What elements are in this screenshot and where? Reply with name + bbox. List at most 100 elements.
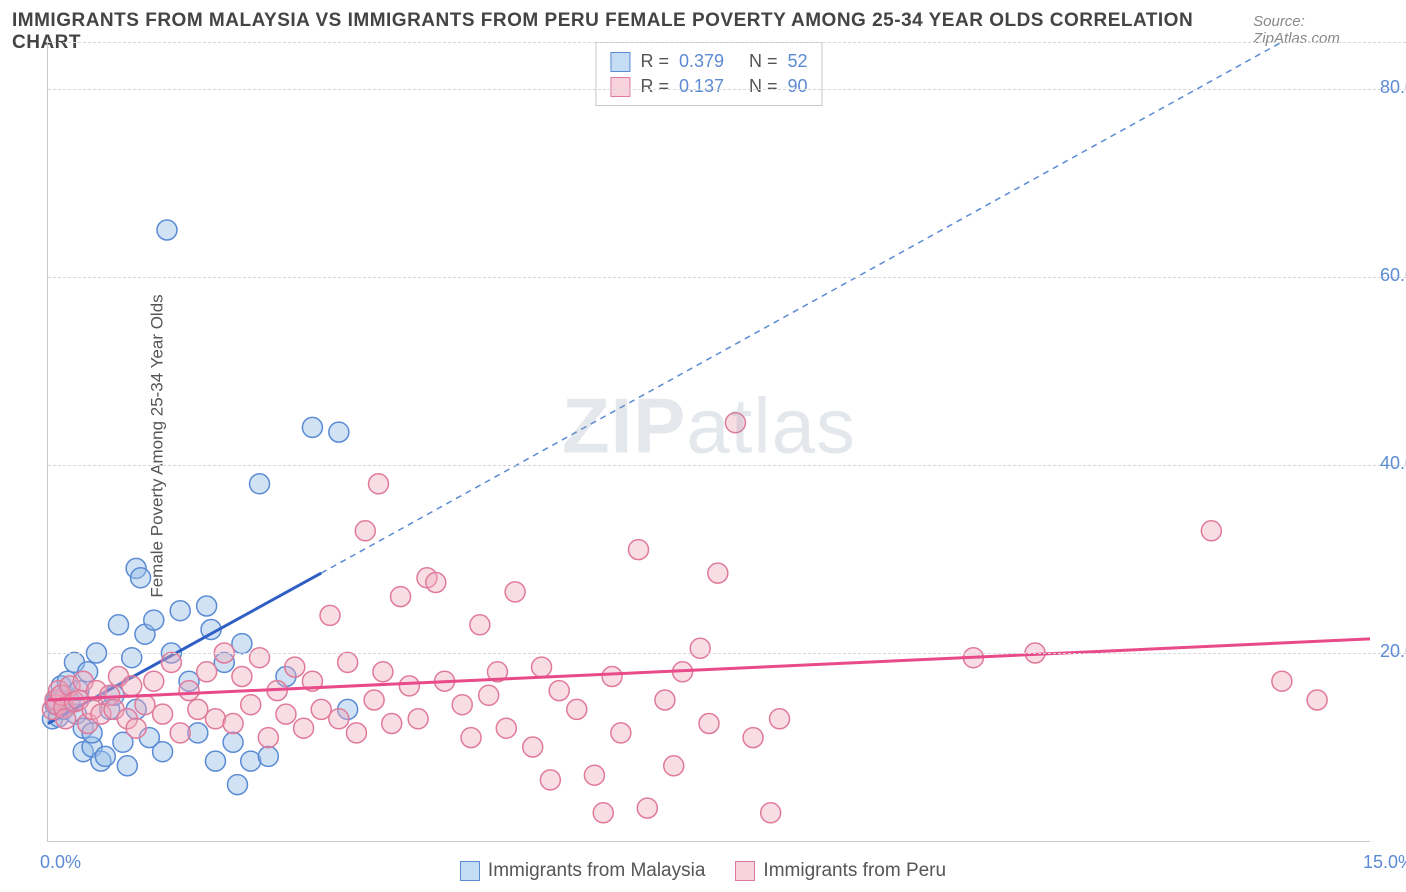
data-point-malaysia [95, 746, 115, 766]
data-point-peru [470, 615, 490, 635]
data-point-peru [364, 690, 384, 710]
data-point-peru [690, 638, 710, 658]
data-point-peru [725, 413, 745, 433]
y-tick-label: 40.0% [1380, 453, 1406, 474]
n-value-peru: 90 [788, 76, 808, 97]
data-point-peru [144, 671, 164, 691]
data-point-peru [593, 803, 613, 823]
data-point-peru [461, 728, 481, 748]
stats-row-peru: R = 0.137 N = 90 [610, 74, 807, 99]
data-point-peru [496, 718, 516, 738]
data-point-peru [294, 718, 314, 738]
data-point-peru [532, 657, 552, 677]
data-point-peru [126, 718, 146, 738]
data-point-peru [258, 728, 278, 748]
data-point-peru [549, 681, 569, 701]
swatch-malaysia-icon [610, 52, 630, 72]
data-point-peru [479, 685, 499, 705]
swatch-peru-icon [610, 77, 630, 97]
n-label: N = [749, 76, 778, 97]
legend-swatch-malaysia-icon [460, 861, 480, 881]
n-value-malaysia: 52 [788, 51, 808, 72]
data-point-peru [602, 667, 622, 687]
data-point-peru [567, 699, 587, 719]
gridline [48, 277, 1406, 278]
data-point-peru [708, 563, 728, 583]
data-point-malaysia [329, 422, 349, 442]
gridline [48, 465, 1406, 466]
data-point-peru [382, 714, 402, 734]
data-point-peru [743, 728, 763, 748]
n-label: N = [749, 51, 778, 72]
bottom-legend: Immigrants from Malaysia Immigrants from… [0, 860, 1406, 882]
gridline [48, 42, 1406, 43]
y-tick-label: 60.0% [1380, 265, 1406, 286]
data-point-peru [241, 695, 261, 715]
plot-area: ZIPatlas R = 0.379 N = 52 R = 0.137 N = … [47, 42, 1370, 842]
data-point-peru [611, 723, 631, 743]
data-point-peru [584, 765, 604, 785]
data-point-malaysia [144, 610, 164, 630]
data-point-peru [540, 770, 560, 790]
data-point-peru [179, 681, 199, 701]
data-point-peru [232, 667, 252, 687]
r-value-malaysia: 0.379 [679, 51, 724, 72]
data-point-peru [311, 699, 331, 719]
gridline [48, 653, 1406, 654]
data-point-peru [329, 709, 349, 729]
data-point-peru [122, 676, 142, 696]
data-point-malaysia [232, 634, 252, 654]
data-point-peru [170, 723, 190, 743]
data-point-peru [135, 695, 155, 715]
data-point-malaysia [157, 220, 177, 240]
data-point-peru [320, 605, 340, 625]
data-point-peru [408, 709, 428, 729]
data-point-peru [355, 521, 375, 541]
legend-swatch-peru-icon [735, 861, 755, 881]
r-label: R = [640, 51, 669, 72]
data-point-peru [338, 652, 358, 672]
data-point-malaysia [302, 417, 322, 437]
data-point-malaysia [197, 596, 217, 616]
data-point-peru [1201, 521, 1221, 541]
data-point-peru [1307, 690, 1327, 710]
stats-box: R = 0.379 N = 52 R = 0.137 N = 90 [595, 42, 822, 106]
data-point-peru [223, 714, 243, 734]
data-point-peru [153, 704, 173, 724]
data-point-malaysia [241, 751, 261, 771]
data-point-malaysia [122, 648, 142, 668]
data-point-malaysia [205, 751, 225, 771]
gridline [48, 89, 1406, 90]
data-point-malaysia [250, 474, 270, 494]
data-point-malaysia [153, 742, 173, 762]
data-point-peru [523, 737, 543, 757]
r-label: R = [640, 76, 669, 97]
data-point-malaysia [131, 568, 151, 588]
data-point-peru [399, 676, 419, 696]
data-point-peru [161, 652, 181, 672]
data-point-peru [1272, 671, 1292, 691]
data-point-peru [373, 662, 393, 682]
data-point-peru [426, 573, 446, 593]
data-point-peru [197, 662, 217, 682]
data-point-peru [655, 690, 675, 710]
data-point-malaysia [258, 746, 278, 766]
data-point-peru [770, 709, 790, 729]
legend-label-peru: Immigrants from Peru [763, 860, 946, 882]
legend-item-malaysia: Immigrants from Malaysia [460, 860, 706, 882]
data-point-malaysia [117, 756, 137, 776]
data-point-peru [637, 798, 657, 818]
y-tick-label: 80.0% [1380, 77, 1406, 98]
stats-row-malaysia: R = 0.379 N = 52 [610, 49, 807, 74]
data-point-peru [250, 648, 270, 668]
data-point-malaysia [223, 732, 243, 752]
data-point-peru [761, 803, 781, 823]
data-point-peru [699, 714, 719, 734]
trendline-dashed-malaysia [321, 42, 1282, 573]
data-point-peru [391, 587, 411, 607]
data-point-peru [285, 657, 305, 677]
data-point-peru [205, 709, 225, 729]
data-point-peru [369, 474, 389, 494]
data-point-malaysia [109, 615, 129, 635]
data-point-peru [346, 723, 366, 743]
